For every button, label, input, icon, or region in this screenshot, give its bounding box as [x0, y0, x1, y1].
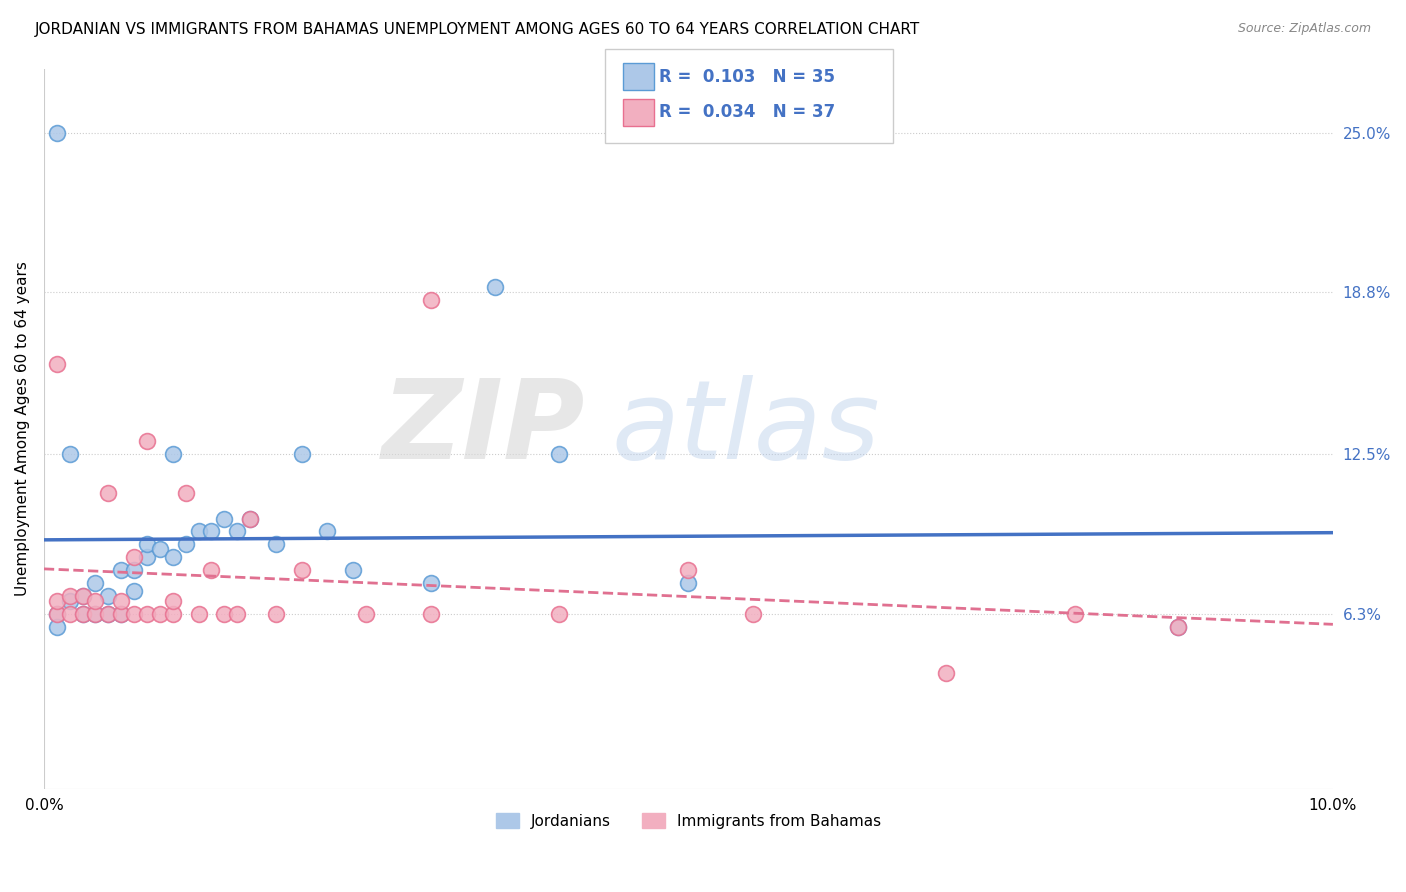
Point	[59, 589, 82, 603]
Text: R =  0.103   N = 35: R = 0.103 N = 35	[659, 68, 835, 86]
Point	[122, 550, 145, 565]
Text: R =  0.034   N = 37: R = 0.034 N = 37	[659, 103, 835, 121]
Point	[84, 607, 107, 621]
Point	[122, 583, 145, 598]
Point	[149, 542, 172, 557]
Point	[149, 607, 172, 621]
Point	[110, 594, 132, 608]
Point	[419, 293, 441, 307]
Point	[136, 607, 159, 621]
Point	[72, 607, 94, 621]
Point	[122, 563, 145, 577]
Point	[110, 607, 132, 621]
Point	[162, 594, 184, 608]
Point	[316, 524, 339, 539]
Point	[187, 524, 209, 539]
Point	[45, 594, 67, 608]
Point	[45, 619, 67, 633]
Point	[935, 665, 957, 680]
Y-axis label: Unemployment Among Ages 60 to 64 years: Unemployment Among Ages 60 to 64 years	[15, 261, 30, 596]
Point	[45, 607, 67, 621]
Point	[45, 607, 67, 621]
Point	[741, 607, 763, 621]
Point	[162, 550, 184, 565]
Point	[59, 594, 82, 608]
Point	[1167, 619, 1189, 633]
Point	[97, 485, 120, 500]
Point	[174, 537, 197, 551]
Point	[97, 589, 120, 603]
Point	[84, 607, 107, 621]
Point	[110, 563, 132, 577]
Point	[1167, 619, 1189, 633]
Point	[174, 485, 197, 500]
Point	[136, 550, 159, 565]
Point	[162, 447, 184, 461]
Point	[200, 524, 222, 539]
Point	[59, 607, 82, 621]
Point	[1064, 607, 1087, 621]
Point	[97, 607, 120, 621]
Text: ZIP: ZIP	[382, 375, 585, 482]
Point	[291, 563, 314, 577]
Point	[678, 575, 700, 590]
Point	[419, 575, 441, 590]
Legend: Jordanians, Immigrants from Bahamas: Jordanians, Immigrants from Bahamas	[489, 806, 887, 835]
Point	[226, 524, 249, 539]
Point	[45, 357, 67, 371]
Point	[214, 607, 236, 621]
Point	[548, 447, 571, 461]
Point	[45, 126, 67, 140]
Point	[84, 594, 107, 608]
Point	[84, 575, 107, 590]
Point	[59, 447, 82, 461]
Point	[678, 563, 700, 577]
Point	[239, 511, 262, 525]
Point	[200, 563, 222, 577]
Point	[226, 607, 249, 621]
Point	[548, 607, 571, 621]
Point	[214, 511, 236, 525]
Point	[72, 607, 94, 621]
Point	[187, 607, 209, 621]
Point	[239, 511, 262, 525]
Point	[97, 607, 120, 621]
Text: JORDANIAN VS IMMIGRANTS FROM BAHAMAS UNEMPLOYMENT AMONG AGES 60 TO 64 YEARS CORR: JORDANIAN VS IMMIGRANTS FROM BAHAMAS UNE…	[35, 22, 921, 37]
Text: Source: ZipAtlas.com: Source: ZipAtlas.com	[1237, 22, 1371, 36]
Point	[342, 563, 364, 577]
Point	[264, 607, 287, 621]
Text: atlas: atlas	[612, 375, 880, 482]
Point	[264, 537, 287, 551]
Point	[354, 607, 377, 621]
Point	[291, 447, 314, 461]
Point	[162, 607, 184, 621]
Point	[419, 607, 441, 621]
Point	[484, 280, 506, 294]
Point	[72, 589, 94, 603]
Point	[122, 607, 145, 621]
Point	[136, 537, 159, 551]
Point	[136, 434, 159, 449]
Point	[72, 589, 94, 603]
Point	[110, 607, 132, 621]
